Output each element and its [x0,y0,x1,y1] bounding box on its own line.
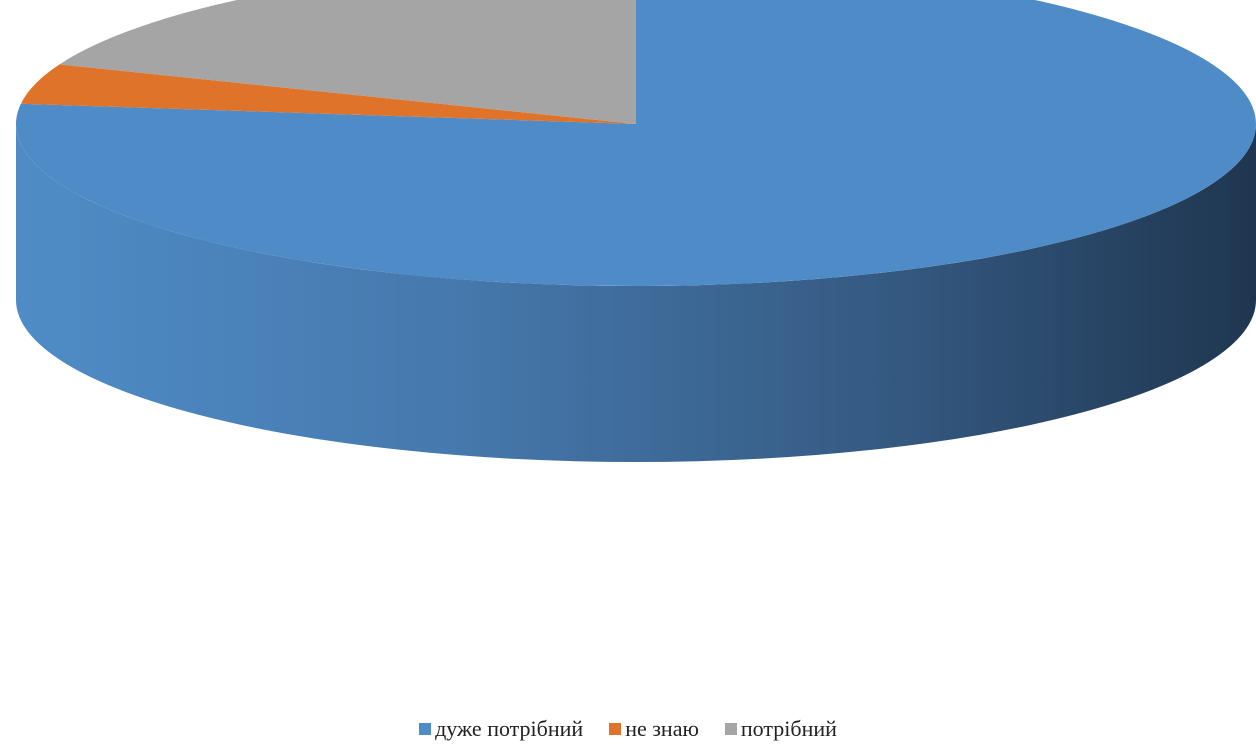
legend-swatch-2 [724,723,737,735]
legend-item-0: дуже потрібний [419,716,583,742]
legend-item-2: потрібний [724,716,837,742]
pie-slice-0 [16,0,1256,286]
legend-swatch-1 [609,723,622,735]
legend-item-1: не знаю [609,716,699,742]
legend-swatch-0 [419,723,432,735]
legend-label-2: потрібний [740,716,837,741]
pie-top [16,0,1256,286]
legend: дуже потрібний не знаю потрібний [0,716,1256,742]
legend-label-1: не знаю [625,716,699,741]
pie-slice-side-0 [16,124,1256,462]
pie-slice-2 [59,0,636,124]
pie-side [16,124,1256,462]
pie-slice-1 [20,64,636,124]
legend-label-0: дуже потрібний [435,716,584,741]
